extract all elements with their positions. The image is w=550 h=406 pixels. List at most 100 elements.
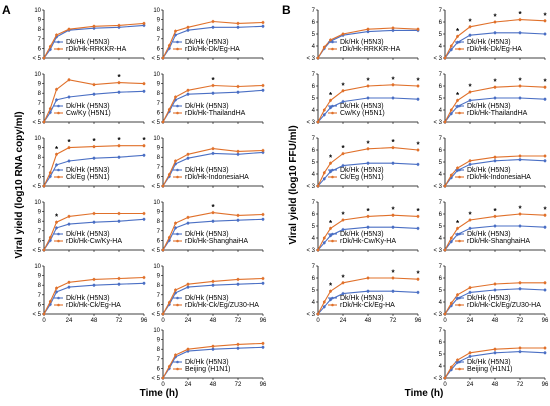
x-tick-label: 48: [365, 318, 372, 324]
legend-marker: [331, 303, 334, 307]
panel-b-chart-1: < 3 4 5 6 7 Dk/Hk (H5N3)rDk/Hk-RRKKR-HA: [306, 8, 420, 62]
legend-marker: [176, 175, 179, 179]
significance-asterisk: *: [543, 78, 547, 87]
y-tick-label: 5: [439, 160, 443, 166]
legend-marker: [458, 111, 461, 115]
panel-b-chart-10: < 3 4 5 6 7 0 24 48 72 96 Dk/Hk (H5N3)rDk/Hk-Ck/Eg…: [433, 264, 549, 324]
y-tick-label: 10: [153, 72, 160, 78]
legend-label: Cw/Ky (H5N1): [66, 110, 111, 117]
y-tick-label: 6: [38, 110, 42, 116]
y-tick-label: 10: [34, 72, 41, 78]
significance-asterisk: *: [543, 206, 547, 215]
legend-marker: [176, 40, 179, 44]
significance-asterisk: *: [518, 10, 522, 19]
y-tick-label: 4: [312, 44, 316, 50]
y-tick-label: 5: [312, 160, 316, 166]
legend-label: Dk/Hk (H5N3): [340, 103, 384, 110]
panel-b-chart-4: < 3 4 5 6 7 * * * * * Dk/Hk (H5N3)rDk/Hk-ThailandH…: [433, 72, 547, 126]
y-tick-label: 4: [312, 236, 316, 242]
legend-marker: [331, 168, 334, 172]
y-tick-label: 6: [157, 302, 161, 308]
y-tick-label: 6: [312, 20, 316, 26]
significance-asterisk: *: [456, 219, 460, 228]
y-tick-label: < 3: [433, 120, 442, 126]
legend-label: rDk/Hk-Cw/Ky-HA: [66, 238, 122, 245]
legend-marker: [57, 296, 60, 300]
y-tick-label: 8: [157, 283, 161, 289]
y-tick-label: 10: [153, 264, 160, 270]
y-tick-label: 6: [312, 212, 316, 218]
panel-a-chart-8: < 5 6 7 8 9 10 * Dk/Hk (H5N3)rDk/Hk-ShanghaiHA: [151, 200, 265, 254]
y-tick-label: 9: [38, 82, 42, 88]
panel-a-chart-2: < 5 6 7 8 9 10 Dk/Hk (H5N3)rDk/Hk-Dk/Eg-HA: [151, 8, 265, 62]
y-tick-label: < 3: [306, 56, 315, 62]
data-point: [316, 120, 320, 124]
legend-marker: [331, 175, 334, 179]
legend-marker: [458, 232, 461, 236]
panel-b-chart-9: < 3 4 5 6 7 0 24 48 72 96 * * * * Dk/Hk (H5N3)rDk/Hk-C…: [306, 264, 422, 324]
significance-asterisk: *: [341, 211, 345, 220]
y-tick-label: 7: [439, 328, 443, 334]
legend-label: rDk/Hk-Ck/Eg-HA: [66, 302, 121, 309]
legend-label: Dk/Hk (H5N3): [185, 231, 229, 238]
data-point: [42, 184, 46, 188]
legend-marker: [176, 168, 179, 172]
y-tick-label: 6: [157, 366, 161, 372]
legend-label: Dk/Hk (H5N3): [66, 167, 110, 174]
significance-asterisk: *: [67, 138, 71, 147]
panel-a-chart-5: < 5 6 7 8 9 10 * * * * * Dk/Hk (H5N3)Ck/Eg (H5N1): [32, 136, 146, 190]
significance-asterisk: *: [468, 83, 472, 92]
panel-a-chart-10: < 5 6 7 8 9 10 0 24 48 72 96 Dk/Hk (H5N3)rDk/Hk-Ck/…: [151, 264, 267, 324]
legend-marker: [57, 303, 60, 307]
x-tick-label: 72: [390, 318, 397, 324]
significance-asterisk: *: [391, 75, 395, 84]
x-tick-label: 96: [141, 318, 148, 324]
x-tick-label: 24: [185, 382, 192, 388]
significance-asterisk: *: [416, 270, 420, 279]
y-tick-label: 5: [312, 32, 316, 38]
y-tick-label: < 3: [433, 312, 442, 318]
y-tick-label: 10: [153, 8, 160, 14]
y-tick-label: 4: [439, 300, 443, 306]
significance-asterisk: *: [518, 77, 522, 86]
legend-label: rDk/Hk-ThailandHA: [185, 110, 246, 117]
significance-asterisk: *: [493, 207, 497, 216]
legend-marker: [57, 111, 60, 115]
legend-marker: [176, 47, 179, 51]
significance-asterisk: *: [329, 91, 333, 100]
legend-label: Beijing (H1N1): [467, 366, 513, 373]
y-tick-label: 6: [312, 84, 316, 90]
panel-a-chart-1: < 5 6 7 8 9 10 Dk/Hk (H5N3)rDk/Hk-RRKKR-HA: [32, 8, 146, 62]
y-tick-label: 4: [439, 364, 443, 370]
y-tick-label: 5: [439, 352, 443, 358]
legend-marker: [331, 111, 334, 115]
panel-a-chart-4: < 5 6 7 8 9 10 * Dk/Hk (H5N3)rDk/Hk-ThailandHA: [151, 72, 265, 126]
legend-label: rDk/Hk-IndonesiaHA: [185, 174, 249, 181]
significance-asterisk: *: [416, 141, 420, 150]
panel-b-chart-8: < 3 4 5 6 7 * * * * * Dk/Hk (H5N3)rDk/Hk-ShanghaiH…: [433, 200, 547, 254]
y-tick-label: 8: [38, 219, 42, 225]
y-tick-label: 7: [38, 293, 42, 299]
legend-label: Dk/Hk (H5N3): [185, 103, 229, 110]
legend-label: Dk/Hk (H5N3): [467, 295, 511, 302]
y-tick-label: < 5: [151, 376, 160, 382]
x-tick-label: 72: [517, 382, 524, 388]
significance-asterisk: *: [117, 73, 121, 82]
panel-b-chart-5: < 3 4 5 6 7 * * * * * Dk/Hk (H5N3)Ck/Eg (H5N1): [306, 136, 420, 190]
x-tick-label: 96: [415, 318, 422, 324]
y-tick-label: < 3: [306, 184, 315, 190]
y-tick-label: 8: [157, 155, 161, 161]
legend-label: rDk/Hk-Ck/Eg/ZU30-HA: [467, 302, 541, 309]
significance-asterisk: *: [416, 77, 420, 86]
x-tick-label: 24: [467, 318, 474, 324]
y-tick-label: 7: [312, 72, 316, 78]
data-point: [443, 56, 447, 60]
y-tick-label: 10: [153, 136, 160, 142]
legend-marker: [458, 40, 461, 44]
y-tick-label: 7: [157, 101, 161, 107]
panel-a-chart-7: < 5 6 7 8 9 10 * Dk/Hk (H5N3)rDk/Hk-Cw/Ky-HA: [32, 200, 146, 254]
y-tick-label: 5: [439, 96, 443, 102]
legend-marker: [458, 47, 461, 51]
y-tick-label: 5: [439, 32, 443, 38]
legend-marker: [57, 104, 60, 108]
